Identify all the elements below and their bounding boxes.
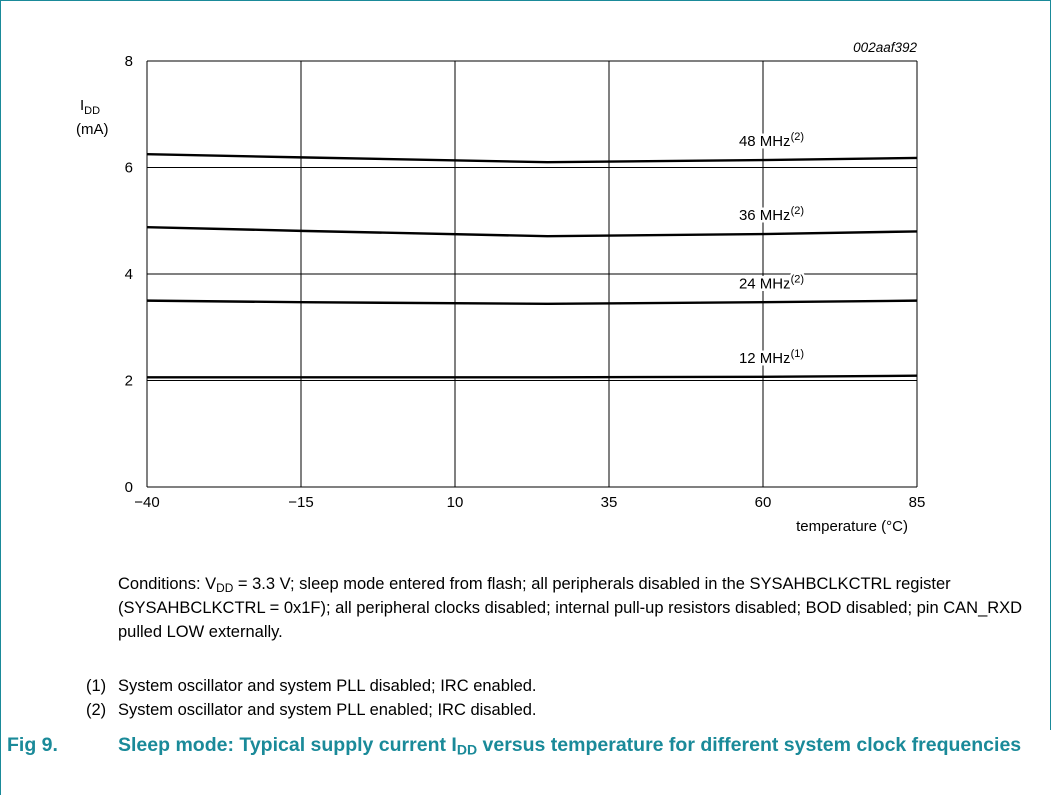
figure-number: Fig 9. xyxy=(7,734,58,756)
y-axis-label: IDD xyxy=(80,97,100,117)
x-tick-label: 60 xyxy=(755,494,772,511)
figure-title: Sleep mode: Typical supply current IDD v… xyxy=(118,734,1038,757)
figure-title-subscript: DD xyxy=(456,741,478,758)
y-tick-label: 0 xyxy=(125,479,133,496)
series-label-note: (1) xyxy=(791,348,804,360)
y-tick-label: 6 xyxy=(125,160,133,177)
x-tick-label: 10 xyxy=(447,494,464,511)
conditions-subscript: DD xyxy=(216,580,234,595)
figure-id: 002aaf392 xyxy=(853,40,917,55)
series-label-note: (2) xyxy=(791,131,804,143)
chart-grid xyxy=(146,60,918,488)
series-label-name: 24 MHz xyxy=(739,275,791,292)
series-line xyxy=(147,374,918,379)
series-label-note: (2) xyxy=(791,205,804,217)
note-2-text: System oscillator and system PLL enabled… xyxy=(118,701,537,719)
series-line xyxy=(146,225,918,238)
series-line xyxy=(146,299,918,306)
chart-series xyxy=(146,152,918,379)
y-axis-label-symbol: I xyxy=(80,97,84,114)
y-tick-label: 2 xyxy=(125,373,133,390)
x-tick-label: −40 xyxy=(134,494,159,511)
series-label: 36 MHz(2) xyxy=(739,205,804,224)
note-2: (2) System oscillator and system PLL enab… xyxy=(86,699,537,721)
series-label: 12 MHz(1) xyxy=(739,348,804,367)
figure-title-pre: Sleep mode: Typical supply current I xyxy=(118,734,457,756)
series-label-name: 48 MHz xyxy=(739,133,791,150)
x-tick-label: −15 xyxy=(288,494,313,511)
y-axis-unit: (mA) xyxy=(76,121,109,138)
frame-top-border xyxy=(0,0,1050,1)
series-label: 24 MHz(2) xyxy=(739,273,804,292)
frame-left-border xyxy=(0,0,1,795)
y-tick-label: 4 xyxy=(125,266,133,283)
conditions-text: Conditions: VDD = 3.3 V; sleep mode ente… xyxy=(118,572,1028,644)
note-1-number: (1) xyxy=(86,677,107,695)
series-label-note: (2) xyxy=(791,273,804,285)
series-line xyxy=(146,152,918,164)
x-tick-label: 85 xyxy=(909,494,926,511)
series-label-name: 36 MHz xyxy=(739,207,791,224)
figure-title-post: versus temperature for different system … xyxy=(477,734,1022,756)
x-tick-label: 35 xyxy=(601,494,618,511)
frame-right-border xyxy=(1050,0,1051,730)
note-1: (1) System oscillator and system PLL disa… xyxy=(86,675,537,697)
chart-ticks: −40 −15 10 35 60 85 0 2 4 6 8 xyxy=(125,53,926,511)
series-label-name: 12 MHz xyxy=(739,350,791,367)
conditions-prefix: Conditions: V xyxy=(118,575,217,593)
series-labels: 48 MHz(2)36 MHz(2)24 MHz(2)12 MHz(1) xyxy=(736,129,806,370)
conditions-rest: = 3.3 V; sleep mode entered from flash; … xyxy=(118,575,1023,641)
y-axis-label-subscript: DD xyxy=(84,105,100,117)
series-label: 48 MHz(2) xyxy=(739,131,804,150)
note-1-text: System oscillator and system PLL disable… xyxy=(118,677,537,695)
x-axis-label: temperature (°C) xyxy=(796,518,908,535)
note-2-number: (2) xyxy=(86,701,107,719)
y-tick-label: 8 xyxy=(125,53,133,70)
